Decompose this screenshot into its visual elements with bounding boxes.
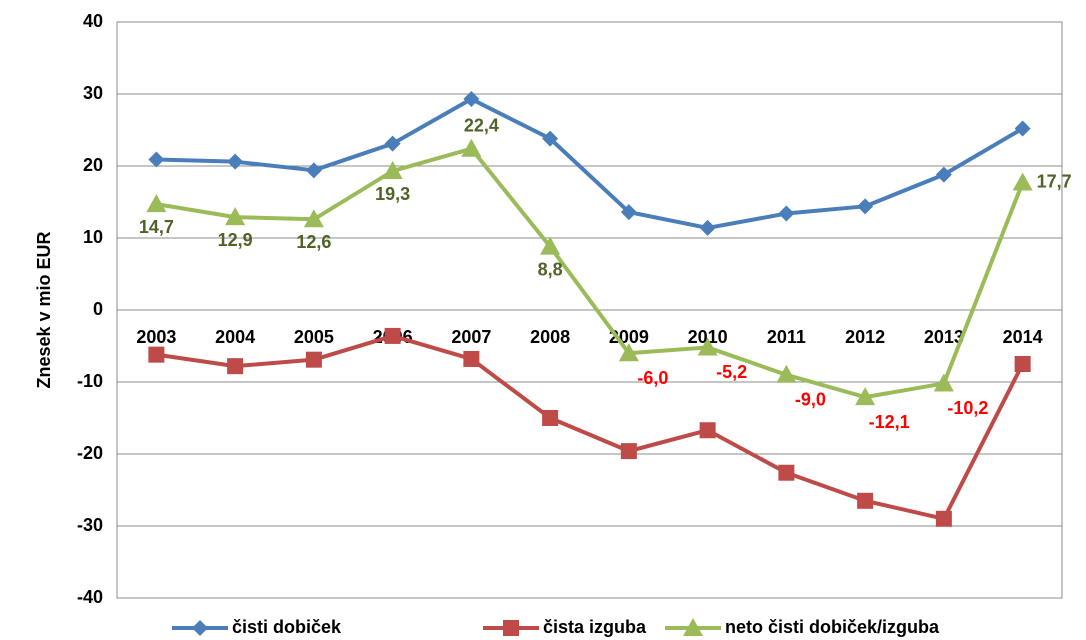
- x-tick-label: 2010: [688, 327, 728, 347]
- marker: [778, 464, 795, 481]
- marker: [933, 373, 954, 392]
- marker: [1012, 172, 1033, 191]
- marker: [148, 346, 165, 363]
- data-label: 19,3: [375, 184, 410, 204]
- y-tick-label: 30: [83, 83, 103, 103]
- marker: [146, 194, 167, 213]
- y-tick-label: 40: [83, 11, 103, 31]
- x-tick-label: 2014: [1003, 327, 1043, 347]
- y-tick-label: -30: [77, 515, 103, 535]
- data-label: 8,8: [538, 259, 563, 279]
- marker: [857, 198, 874, 215]
- x-tick-label: 2004: [215, 327, 255, 347]
- x-tick-label: 2008: [530, 327, 570, 347]
- x-tick-label: 2003: [136, 327, 176, 347]
- marker: [778, 205, 795, 222]
- marker: [305, 351, 322, 368]
- marker: [935, 510, 952, 527]
- y-axis-label: Znesek v mio EUR: [34, 231, 54, 388]
- legend-marker: [192, 620, 208, 636]
- y-tick-label: -40: [77, 587, 103, 607]
- marker: [1014, 356, 1031, 372]
- y-tick-label: -20: [77, 443, 103, 463]
- marker: [227, 153, 244, 170]
- marker: [855, 387, 876, 406]
- marker: [620, 443, 637, 460]
- x-tick-label: 2013: [924, 327, 964, 347]
- series-line: [156, 333, 1025, 521]
- marker: [697, 337, 718, 356]
- data-label: -9,0: [795, 390, 826, 410]
- data-label: 22,4: [464, 115, 499, 135]
- marker: [463, 91, 480, 108]
- marker: [305, 162, 322, 179]
- marker: [382, 161, 403, 180]
- x-tick-label: 2012: [845, 327, 885, 347]
- marker: [542, 410, 559, 426]
- marker: [776, 364, 797, 383]
- legend-marker: [683, 618, 703, 636]
- x-tick-label: 2005: [294, 327, 334, 347]
- series-line: [156, 97, 1024, 230]
- marker: [225, 207, 246, 226]
- y-tick-label: -10: [77, 371, 103, 391]
- marker: [1014, 120, 1031, 137]
- marker: [699, 422, 716, 439]
- data-label: 14,7: [139, 217, 174, 237]
- marker: [857, 492, 874, 509]
- marker: [463, 350, 480, 367]
- marker: [699, 219, 716, 236]
- legend-label: neto čisti dobiček/izguba: [725, 617, 940, 637]
- marker: [384, 327, 401, 344]
- marker: [935, 166, 952, 183]
- data-label: 12,6: [296, 232, 331, 252]
- marker: [540, 236, 561, 255]
- marker: [542, 130, 559, 147]
- marker: [618, 343, 639, 362]
- y-tick-label: 0: [93, 299, 103, 319]
- y-tick-label: 20: [83, 155, 103, 175]
- data-label: 12,9: [218, 230, 253, 250]
- x-tick-label: 2007: [451, 327, 491, 347]
- data-label: -6,0: [637, 368, 668, 388]
- marker: [461, 138, 482, 157]
- marker: [148, 151, 165, 168]
- data-label: -10,2: [947, 398, 988, 418]
- marker: [620, 204, 637, 221]
- marker: [384, 135, 401, 152]
- marker: [303, 209, 324, 228]
- legend-marker: [503, 620, 519, 636]
- legend-label: čisti dobiček: [232, 617, 342, 637]
- marker: [227, 358, 244, 375]
- legend-label: čista izguba: [543, 617, 647, 637]
- data-label: -5,2: [716, 362, 747, 382]
- x-tick-label: 2011: [767, 327, 806, 347]
- y-tick-label: 10: [83, 227, 103, 247]
- data-label: -12,1: [869, 412, 910, 432]
- series-line: [156, 146, 1025, 400]
- data-label: 17,7: [1037, 171, 1072, 191]
